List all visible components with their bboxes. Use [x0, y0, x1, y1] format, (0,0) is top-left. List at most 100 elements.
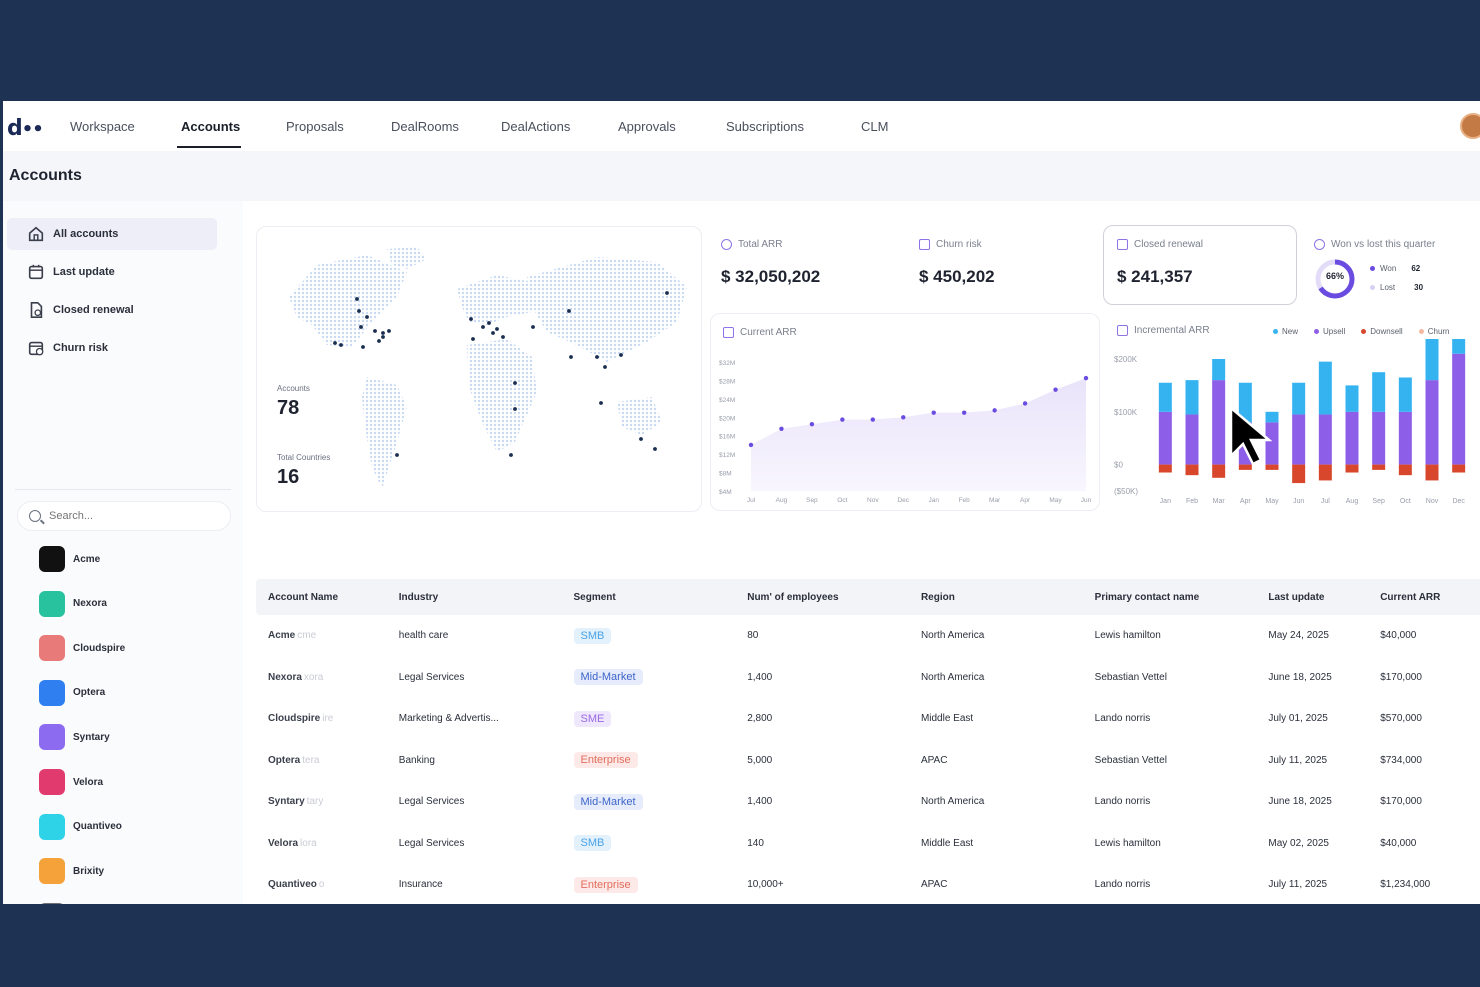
th-segment[interactable]: Segment: [573, 591, 616, 603]
home-icon: [28, 226, 44, 242]
company-item[interactable]: Nexora: [39, 590, 107, 617]
tab-proposals[interactable]: Proposals: [286, 119, 344, 134]
cell-account-name[interactable]: Quantiveo o: [256, 879, 399, 890]
legend-churn: Churn: [1427, 327, 1450, 336]
account-marker: [359, 325, 363, 329]
company-item[interactable]: Cloudspire: [39, 635, 125, 662]
th-contact[interactable]: Primary contact name: [1094, 591, 1200, 603]
incremental-arr-title: Incremental ARR: [1117, 325, 1210, 336]
arr-point: [931, 410, 936, 415]
cell-segment: Mid-Market: [573, 793, 748, 810]
search-input[interactable]: [49, 510, 219, 522]
avatar[interactable]: [1460, 113, 1480, 139]
cell-region: Middle East: [920, 713, 974, 725]
cell-employees: 2,800: [747, 713, 773, 725]
won-lost-donut: [1315, 259, 1355, 299]
tab-dealrooms[interactable]: DealRooms: [391, 119, 459, 134]
table-row[interactable]: Syntary tary Legal Services Mid-Market 1,400…: [256, 781, 1480, 823]
table-row[interactable]: Optera tera Banking Enterprise 5,000 APAC Seba…: [256, 740, 1480, 782]
account-marker: [471, 337, 475, 341]
arr-y-tick: $4M: [719, 489, 732, 496]
incremental-legend: New Upsell Downsell Churn: [1273, 327, 1450, 336]
account-name-fade: tary: [306, 796, 324, 808]
kpi-churn-risk-label: Churn risk: [919, 239, 982, 250]
cell-account-name[interactable]: Nexora xora: [256, 672, 399, 683]
logo[interactable]: d••: [7, 116, 44, 141]
tab-workspace[interactable]: Workspace: [70, 119, 135, 134]
th-industry[interactable]: Industry: [398, 591, 439, 603]
sidebar-item-closed-renewal[interactable]: Closed renewal: [7, 294, 217, 326]
arr-y-tick: $32M: [719, 360, 735, 367]
cell-account-name[interactable]: Velora lora: [256, 838, 399, 849]
account-marker: [481, 325, 485, 329]
th-account-name[interactable]: Account Name: [268, 591, 339, 603]
inc-x-tick: Mar: [1213, 498, 1226, 505]
account-name: Velora: [268, 837, 299, 849]
th-region[interactable]: Region: [920, 591, 955, 603]
table-row[interactable]: Acme cme health care SMB 80 North America Lewi…: [256, 615, 1480, 657]
cell-industry: Marketing & Advertis...: [398, 713, 499, 725]
lost-value: 30: [1414, 283, 1424, 292]
legend-dot: [1314, 329, 1320, 334]
arr-x-tick: Aug: [776, 497, 788, 504]
company-item[interactable]: Quantiveo: [39, 813, 122, 840]
arr-x-tick: Mar: [989, 497, 1001, 504]
bar-new: [1452, 339, 1466, 354]
cell-current-arr: $40,000: [1380, 630, 1417, 642]
company-item[interactable]: Brixity: [39, 858, 104, 885]
inc-x-tick: Nov: [1426, 498, 1439, 505]
table-row[interactable]: Nexora xora Legal Services Mid-Market 1,400 N…: [256, 657, 1480, 699]
cell-region: APAC: [920, 879, 948, 891]
cell-segment: Enterprise: [573, 752, 748, 769]
arr-x-tick: Feb: [959, 497, 971, 504]
search-box[interactable]: [17, 501, 231, 531]
account-name-fade: xora: [303, 671, 324, 683]
cell-account-name[interactable]: Syntary tary: [256, 796, 399, 807]
company-item[interactable]: Strivium: [39, 902, 113, 904]
sidebar-item-churn-risk[interactable]: Churn risk: [7, 332, 217, 364]
kpi-churn-risk-value: $ 450,202: [919, 267, 995, 286]
search-icon: [29, 510, 41, 522]
cell-account-name[interactable]: Optera tera: [256, 755, 399, 766]
cell-last-update: July 01, 2025: [1268, 713, 1328, 725]
company-name: Acme: [73, 553, 101, 565]
inc-x-tick: Dec: [1452, 498, 1465, 505]
sidebar-item-last-update[interactable]: Last update: [7, 256, 217, 288]
tab-subscriptions[interactable]: Subscriptions: [726, 119, 805, 134]
kpi-closed-renewal-value: $ 241,357: [1117, 267, 1193, 286]
countries-value: 16: [277, 466, 300, 488]
current-arr-chart: $32M $28M $24M $20M $16M $12M $8M $4M Jul Aug Sep O…: [719, 360, 1092, 504]
cell-last-update: July 11, 2025: [1268, 879, 1328, 891]
th-employees[interactable]: Num' of employees: [747, 591, 839, 603]
tab-accounts[interactable]: Accounts: [181, 119, 241, 134]
bar-downsell: [1265, 464, 1279, 470]
account-marker: [381, 331, 385, 335]
account-name-fade: ire: [322, 713, 334, 725]
tab-approvals[interactable]: Approvals: [618, 119, 676, 134]
company-item[interactable]: Velora: [39, 769, 103, 795]
legend-upsell: Upsell: [1323, 327, 1346, 336]
company-item[interactable]: Optera: [39, 679, 105, 706]
company-logo-icon: [39, 902, 65, 904]
th-last-update[interactable]: Last update: [1268, 591, 1325, 603]
account-marker: [619, 353, 623, 357]
dollar-icon: [721, 239, 732, 250]
table-row[interactable]: Cloudspire ire Marketing & Advertis... SME 2…: [256, 698, 1480, 740]
cell-account-name[interactable]: Cloudspire ire: [256, 713, 399, 724]
cell-region: North America: [920, 630, 985, 642]
company-item[interactable]: Acme: [39, 546, 100, 572]
cell-account-name[interactable]: Acme cme: [256, 630, 399, 641]
cell-last-update: July 11, 2025: [1268, 754, 1328, 766]
table-row[interactable]: Velora lora Legal Services SMB 140 Middle Eas…: [256, 823, 1480, 865]
sidebar-item-all-accounts[interactable]: All accounts: [7, 218, 217, 250]
tab-clm[interactable]: CLM: [861, 119, 889, 134]
table-row[interactable]: Quantiveo o Insurance Enterprise 10,000+ APAC…: [256, 864, 1480, 904]
won-legend: Won 62: [1370, 264, 1420, 273]
company-item[interactable]: Syntary: [39, 724, 110, 751]
bar-upsell: [1452, 353, 1466, 465]
tab-dealactions[interactable]: DealActions: [501, 119, 571, 134]
kpi-closed-renewal-card[interactable]: Closed renewal $ 241,357: [1103, 225, 1297, 305]
th-current-arr[interactable]: Current ARR: [1380, 591, 1441, 603]
account-marker: [333, 341, 337, 345]
bar-upsell: [1212, 380, 1226, 465]
